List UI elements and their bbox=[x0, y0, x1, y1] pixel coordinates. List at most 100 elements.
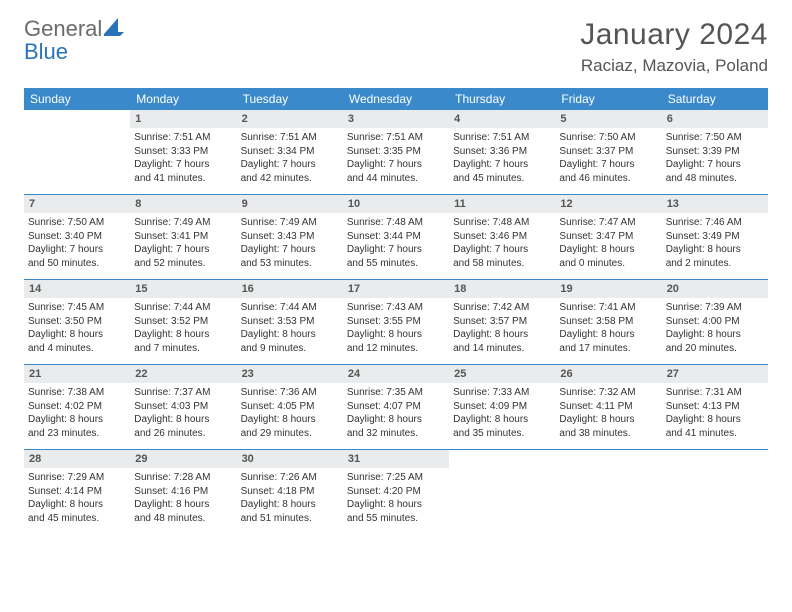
day-line: Daylight: 7 hours bbox=[453, 158, 551, 172]
day-line: and 29 minutes. bbox=[241, 427, 339, 441]
day-line: Sunset: 3:33 PM bbox=[134, 145, 232, 159]
sail-icon bbox=[104, 18, 124, 41]
title-location: Raciaz, Mazovia, Poland bbox=[580, 56, 768, 76]
week-row: 7Sunrise: 7:50 AMSunset: 3:40 PMDaylight… bbox=[24, 195, 768, 280]
day-number: 8 bbox=[130, 195, 236, 213]
day-line: and 26 minutes. bbox=[134, 427, 232, 441]
day-line: Sunrise: 7:28 AM bbox=[134, 471, 232, 485]
day-line: Sunset: 3:43 PM bbox=[241, 230, 339, 244]
week-row: 1Sunrise: 7:51 AMSunset: 3:33 PMDaylight… bbox=[24, 110, 768, 195]
day-line: Daylight: 8 hours bbox=[559, 243, 657, 257]
day-line: and 41 minutes. bbox=[666, 427, 764, 441]
day-line: Sunset: 4:00 PM bbox=[666, 315, 764, 329]
day-line: and 35 minutes. bbox=[453, 427, 551, 441]
day-cell: 13Sunrise: 7:46 AMSunset: 3:49 PMDayligh… bbox=[662, 195, 768, 279]
day-number: 18 bbox=[449, 280, 555, 298]
day-cell: 14Sunrise: 7:45 AMSunset: 3:50 PMDayligh… bbox=[24, 280, 130, 364]
day-line: and 46 minutes. bbox=[559, 172, 657, 186]
day-number: 13 bbox=[662, 195, 768, 213]
dow-wed: Wednesday bbox=[343, 88, 449, 110]
day-number: 15 bbox=[130, 280, 236, 298]
day-line: Daylight: 8 hours bbox=[666, 413, 764, 427]
day-line: Sunset: 3:37 PM bbox=[559, 145, 657, 159]
day-number: 26 bbox=[555, 365, 661, 383]
day-line: Sunset: 3:58 PM bbox=[559, 315, 657, 329]
dow-tue: Tuesday bbox=[237, 88, 343, 110]
day-number: 9 bbox=[237, 195, 343, 213]
day-line: Sunrise: 7:35 AM bbox=[347, 386, 445, 400]
day-line: Daylight: 8 hours bbox=[134, 328, 232, 342]
day-cell: 25Sunrise: 7:33 AMSunset: 4:09 PMDayligh… bbox=[449, 365, 555, 449]
day-line: Sunset: 3:57 PM bbox=[453, 315, 551, 329]
day-line: Daylight: 8 hours bbox=[453, 328, 551, 342]
day-line: and 14 minutes. bbox=[453, 342, 551, 356]
week-row: 14Sunrise: 7:45 AMSunset: 3:50 PMDayligh… bbox=[24, 280, 768, 365]
day-line: Daylight: 8 hours bbox=[134, 498, 232, 512]
day-cell bbox=[449, 450, 555, 534]
day-number: 30 bbox=[237, 450, 343, 468]
day-line: Sunset: 3:36 PM bbox=[453, 145, 551, 159]
day-line: Sunset: 3:50 PM bbox=[28, 315, 126, 329]
day-cell: 24Sunrise: 7:35 AMSunset: 4:07 PMDayligh… bbox=[343, 365, 449, 449]
day-cell: 21Sunrise: 7:38 AMSunset: 4:02 PMDayligh… bbox=[24, 365, 130, 449]
day-line: Daylight: 7 hours bbox=[666, 158, 764, 172]
day-line: Daylight: 7 hours bbox=[453, 243, 551, 257]
day-cell: 22Sunrise: 7:37 AMSunset: 4:03 PMDayligh… bbox=[130, 365, 236, 449]
day-line: Sunset: 3:53 PM bbox=[241, 315, 339, 329]
day-number: 23 bbox=[237, 365, 343, 383]
day-line: and 44 minutes. bbox=[347, 172, 445, 186]
day-line: Sunset: 3:44 PM bbox=[347, 230, 445, 244]
day-line: Sunset: 3:46 PM bbox=[453, 230, 551, 244]
day-cell: 5Sunrise: 7:50 AMSunset: 3:37 PMDaylight… bbox=[555, 110, 661, 194]
day-number: 11 bbox=[449, 195, 555, 213]
day-line: Daylight: 7 hours bbox=[134, 158, 232, 172]
day-number: 3 bbox=[343, 110, 449, 128]
day-cell: 2Sunrise: 7:51 AMSunset: 3:34 PMDaylight… bbox=[237, 110, 343, 194]
week-row: 28Sunrise: 7:29 AMSunset: 4:14 PMDayligh… bbox=[24, 450, 768, 534]
logo: General Blue bbox=[24, 18, 124, 64]
day-line: Sunrise: 7:44 AM bbox=[241, 301, 339, 315]
day-line: and 52 minutes. bbox=[134, 257, 232, 271]
day-line: Sunrise: 7:32 AM bbox=[559, 386, 657, 400]
calendar: Sunday Monday Tuesday Wednesday Thursday… bbox=[24, 88, 768, 534]
day-number: 4 bbox=[449, 110, 555, 128]
day-number: 7 bbox=[24, 195, 130, 213]
day-line: and 7 minutes. bbox=[134, 342, 232, 356]
week-row: 21Sunrise: 7:38 AMSunset: 4:02 PMDayligh… bbox=[24, 365, 768, 450]
day-line: Sunset: 4:20 PM bbox=[347, 485, 445, 499]
day-line: Daylight: 8 hours bbox=[134, 413, 232, 427]
day-line: Daylight: 8 hours bbox=[347, 328, 445, 342]
day-line: and 48 minutes. bbox=[134, 512, 232, 526]
day-line: Sunrise: 7:39 AM bbox=[666, 301, 764, 315]
day-line: Daylight: 7 hours bbox=[241, 243, 339, 257]
day-cell: 6Sunrise: 7:50 AMSunset: 3:39 PMDaylight… bbox=[662, 110, 768, 194]
day-line: Sunset: 4:03 PM bbox=[134, 400, 232, 414]
day-line: Daylight: 7 hours bbox=[134, 243, 232, 257]
day-line: Sunrise: 7:37 AM bbox=[134, 386, 232, 400]
day-number: 12 bbox=[555, 195, 661, 213]
day-line: Daylight: 8 hours bbox=[241, 413, 339, 427]
day-number: 1 bbox=[130, 110, 236, 128]
day-line: Sunset: 4:18 PM bbox=[241, 485, 339, 499]
day-cell: 10Sunrise: 7:48 AMSunset: 3:44 PMDayligh… bbox=[343, 195, 449, 279]
dow-sat: Saturday bbox=[662, 88, 768, 110]
day-line: and 4 minutes. bbox=[28, 342, 126, 356]
day-number: 29 bbox=[130, 450, 236, 468]
logo-word-general: General bbox=[24, 16, 102, 41]
day-line: Sunset: 4:16 PM bbox=[134, 485, 232, 499]
day-line: and 48 minutes. bbox=[666, 172, 764, 186]
day-cell bbox=[555, 450, 661, 534]
day-line: and 23 minutes. bbox=[28, 427, 126, 441]
day-line: and 45 minutes. bbox=[28, 512, 126, 526]
day-line: Sunset: 4:11 PM bbox=[559, 400, 657, 414]
day-line: and 51 minutes. bbox=[241, 512, 339, 526]
day-line: Daylight: 8 hours bbox=[559, 328, 657, 342]
day-line: Sunrise: 7:25 AM bbox=[347, 471, 445, 485]
day-line: Sunrise: 7:49 AM bbox=[241, 216, 339, 230]
day-line: and 55 minutes. bbox=[347, 512, 445, 526]
day-line: and 20 minutes. bbox=[666, 342, 764, 356]
day-number: 10 bbox=[343, 195, 449, 213]
day-line: Daylight: 7 hours bbox=[559, 158, 657, 172]
day-line: Sunrise: 7:46 AM bbox=[666, 216, 764, 230]
day-line: Sunset: 3:49 PM bbox=[666, 230, 764, 244]
